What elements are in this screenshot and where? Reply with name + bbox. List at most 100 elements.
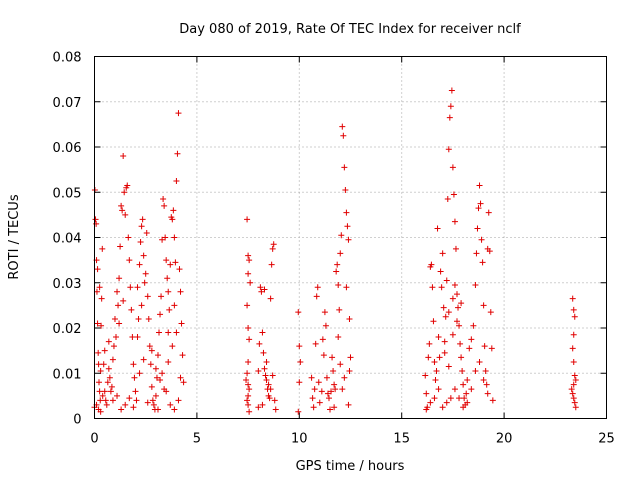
data-point-marker <box>319 336 326 343</box>
data-point-marker <box>114 288 121 295</box>
data-point-marker <box>120 297 127 304</box>
data-point-marker <box>457 340 464 347</box>
data-point-marker <box>154 406 161 413</box>
data-point-marker <box>246 336 253 343</box>
data-point-marker <box>173 329 180 336</box>
data-point-marker <box>260 349 267 356</box>
data-point-marker <box>146 343 153 350</box>
data-point-marker <box>108 383 115 390</box>
data-point-marker <box>455 304 462 311</box>
data-point-marker <box>136 261 143 268</box>
data-point-marker <box>445 146 452 153</box>
data-point-marker <box>98 322 105 329</box>
data-point-marker <box>443 399 450 406</box>
data-point-marker <box>343 284 350 291</box>
data-point-marker <box>477 200 484 207</box>
data-point-marker <box>119 207 126 214</box>
data-point-marker <box>337 361 344 368</box>
data-point-marker <box>487 309 494 316</box>
x-tick-label: 20 <box>496 432 513 447</box>
data-point-marker <box>476 358 483 365</box>
data-point-marker <box>92 216 99 223</box>
data-point-marker <box>128 306 135 313</box>
data-point-marker <box>335 334 342 341</box>
data-point-marker <box>434 225 441 232</box>
data-point-marker <box>118 202 125 209</box>
data-point-marker <box>137 239 144 246</box>
data-point-marker <box>572 404 579 411</box>
data-point-marker <box>322 322 329 329</box>
data-point-marker <box>438 284 445 291</box>
data-point-marker <box>245 270 252 277</box>
data-point-marker <box>165 329 172 336</box>
data-point-marker <box>150 401 157 408</box>
data-point-marker <box>339 386 346 393</box>
data-point-marker <box>105 365 112 372</box>
data-point-marker <box>134 334 141 341</box>
x-tick-label: 10 <box>291 432 308 447</box>
data-point-marker <box>140 356 147 363</box>
data-point-marker <box>474 225 481 232</box>
data-point-marker <box>332 386 339 393</box>
data-point-marker <box>432 377 439 384</box>
data-point-marker <box>480 377 487 384</box>
data-point-marker <box>569 345 576 352</box>
data-point-marker <box>333 268 340 275</box>
data-point-marker <box>96 284 103 291</box>
y-axis-label: ROTI / TECUs <box>7 194 22 279</box>
data-point-marker <box>451 218 458 225</box>
data-point-marker <box>167 261 174 268</box>
data-point-marker <box>169 216 176 223</box>
data-point-marker <box>104 379 111 386</box>
data-point-marker <box>470 322 477 329</box>
data-point-marker <box>572 377 579 384</box>
data-point-marker <box>259 329 266 336</box>
data-point-marker <box>569 295 576 302</box>
data-point-marker <box>121 189 128 196</box>
data-point-marker <box>341 374 348 381</box>
data-point-marker <box>245 381 252 388</box>
y-tick-label: 0.08 <box>53 51 82 66</box>
data-point-marker <box>178 320 185 327</box>
data-point-marker <box>156 329 163 336</box>
data-point-marker <box>175 110 182 117</box>
data-point-marker <box>423 390 430 397</box>
data-point-marker <box>347 354 354 361</box>
data-point-marker <box>484 390 491 397</box>
data-point-marker <box>458 354 465 361</box>
data-point-marker <box>101 388 108 395</box>
data-point-marker <box>486 248 493 255</box>
data-point-marker <box>441 349 448 356</box>
data-point-marker <box>453 318 460 325</box>
data-point-marker <box>262 372 269 379</box>
data-point-marker <box>570 381 577 388</box>
data-point-marker <box>175 397 182 404</box>
data-point-marker <box>269 245 276 252</box>
axis-ticks: 0 5 10 15 20 25 0 0.01 0.02 0.03 0.04 0.05 0.06 0.07 0… <box>53 51 615 447</box>
data-point-marker <box>139 216 146 223</box>
data-point-marker <box>245 392 252 399</box>
data-point-marker <box>323 374 330 381</box>
data-point-marker <box>95 361 102 368</box>
data-point-marker <box>422 372 429 379</box>
data-point-marker <box>478 236 485 243</box>
data-point-marker <box>158 293 165 300</box>
y-tick-label: 0.04 <box>53 232 82 247</box>
data-point-marker <box>149 397 156 404</box>
data-point-marker <box>297 358 304 365</box>
data-point-marker <box>345 401 352 408</box>
data-point-marker <box>461 395 468 402</box>
data-point-marker <box>244 397 251 404</box>
data-point-marker <box>165 288 172 295</box>
data-point-marker <box>109 397 116 404</box>
data-point-marker <box>153 374 160 381</box>
data-point-marker <box>270 241 277 248</box>
data-point-marker <box>94 320 101 327</box>
data-point-marker <box>246 386 253 393</box>
data-point-marker <box>267 295 274 302</box>
data-point-marker <box>95 349 102 356</box>
data-point-marker <box>244 216 251 223</box>
data-point-marker <box>157 377 164 384</box>
data-point-marker <box>308 374 315 381</box>
data-point-marker <box>295 309 302 316</box>
